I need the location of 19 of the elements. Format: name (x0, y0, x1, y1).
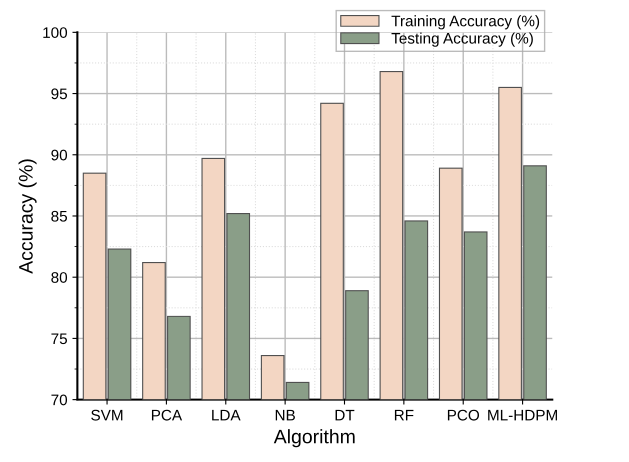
x-tick-label: DT (336, 410, 354, 420)
x-tick-label: NB (276, 410, 295, 420)
x-tick-label: SVM (91, 410, 122, 421)
y-tick-label: 80 (51, 272, 68, 283)
y-tick-label: 100 (43, 27, 68, 38)
x-tick-label: PCA (152, 410, 182, 421)
legend-label: Testing Accuracy (%) (392, 32, 533, 47)
y-tick-label: 85 (51, 210, 68, 222)
x-tick-label: RF (394, 410, 414, 420)
x-tick-label: ML-HDPM (488, 410, 557, 420)
legend-label: Training Accuracy (%) (392, 15, 540, 30)
x-axis-title: Algorithm (274, 429, 355, 448)
x-tick-label: PCO (448, 410, 480, 421)
y-tick-label: 75 (51, 333, 68, 344)
y-tick-label: 90 (51, 150, 68, 160)
x-tick-label: LDA (212, 410, 241, 420)
y-tick-label: 95 (51, 88, 68, 100)
y-axis-title: Accuracy (%) (18, 159, 37, 274)
y-tick-label: 70 (51, 394, 68, 406)
